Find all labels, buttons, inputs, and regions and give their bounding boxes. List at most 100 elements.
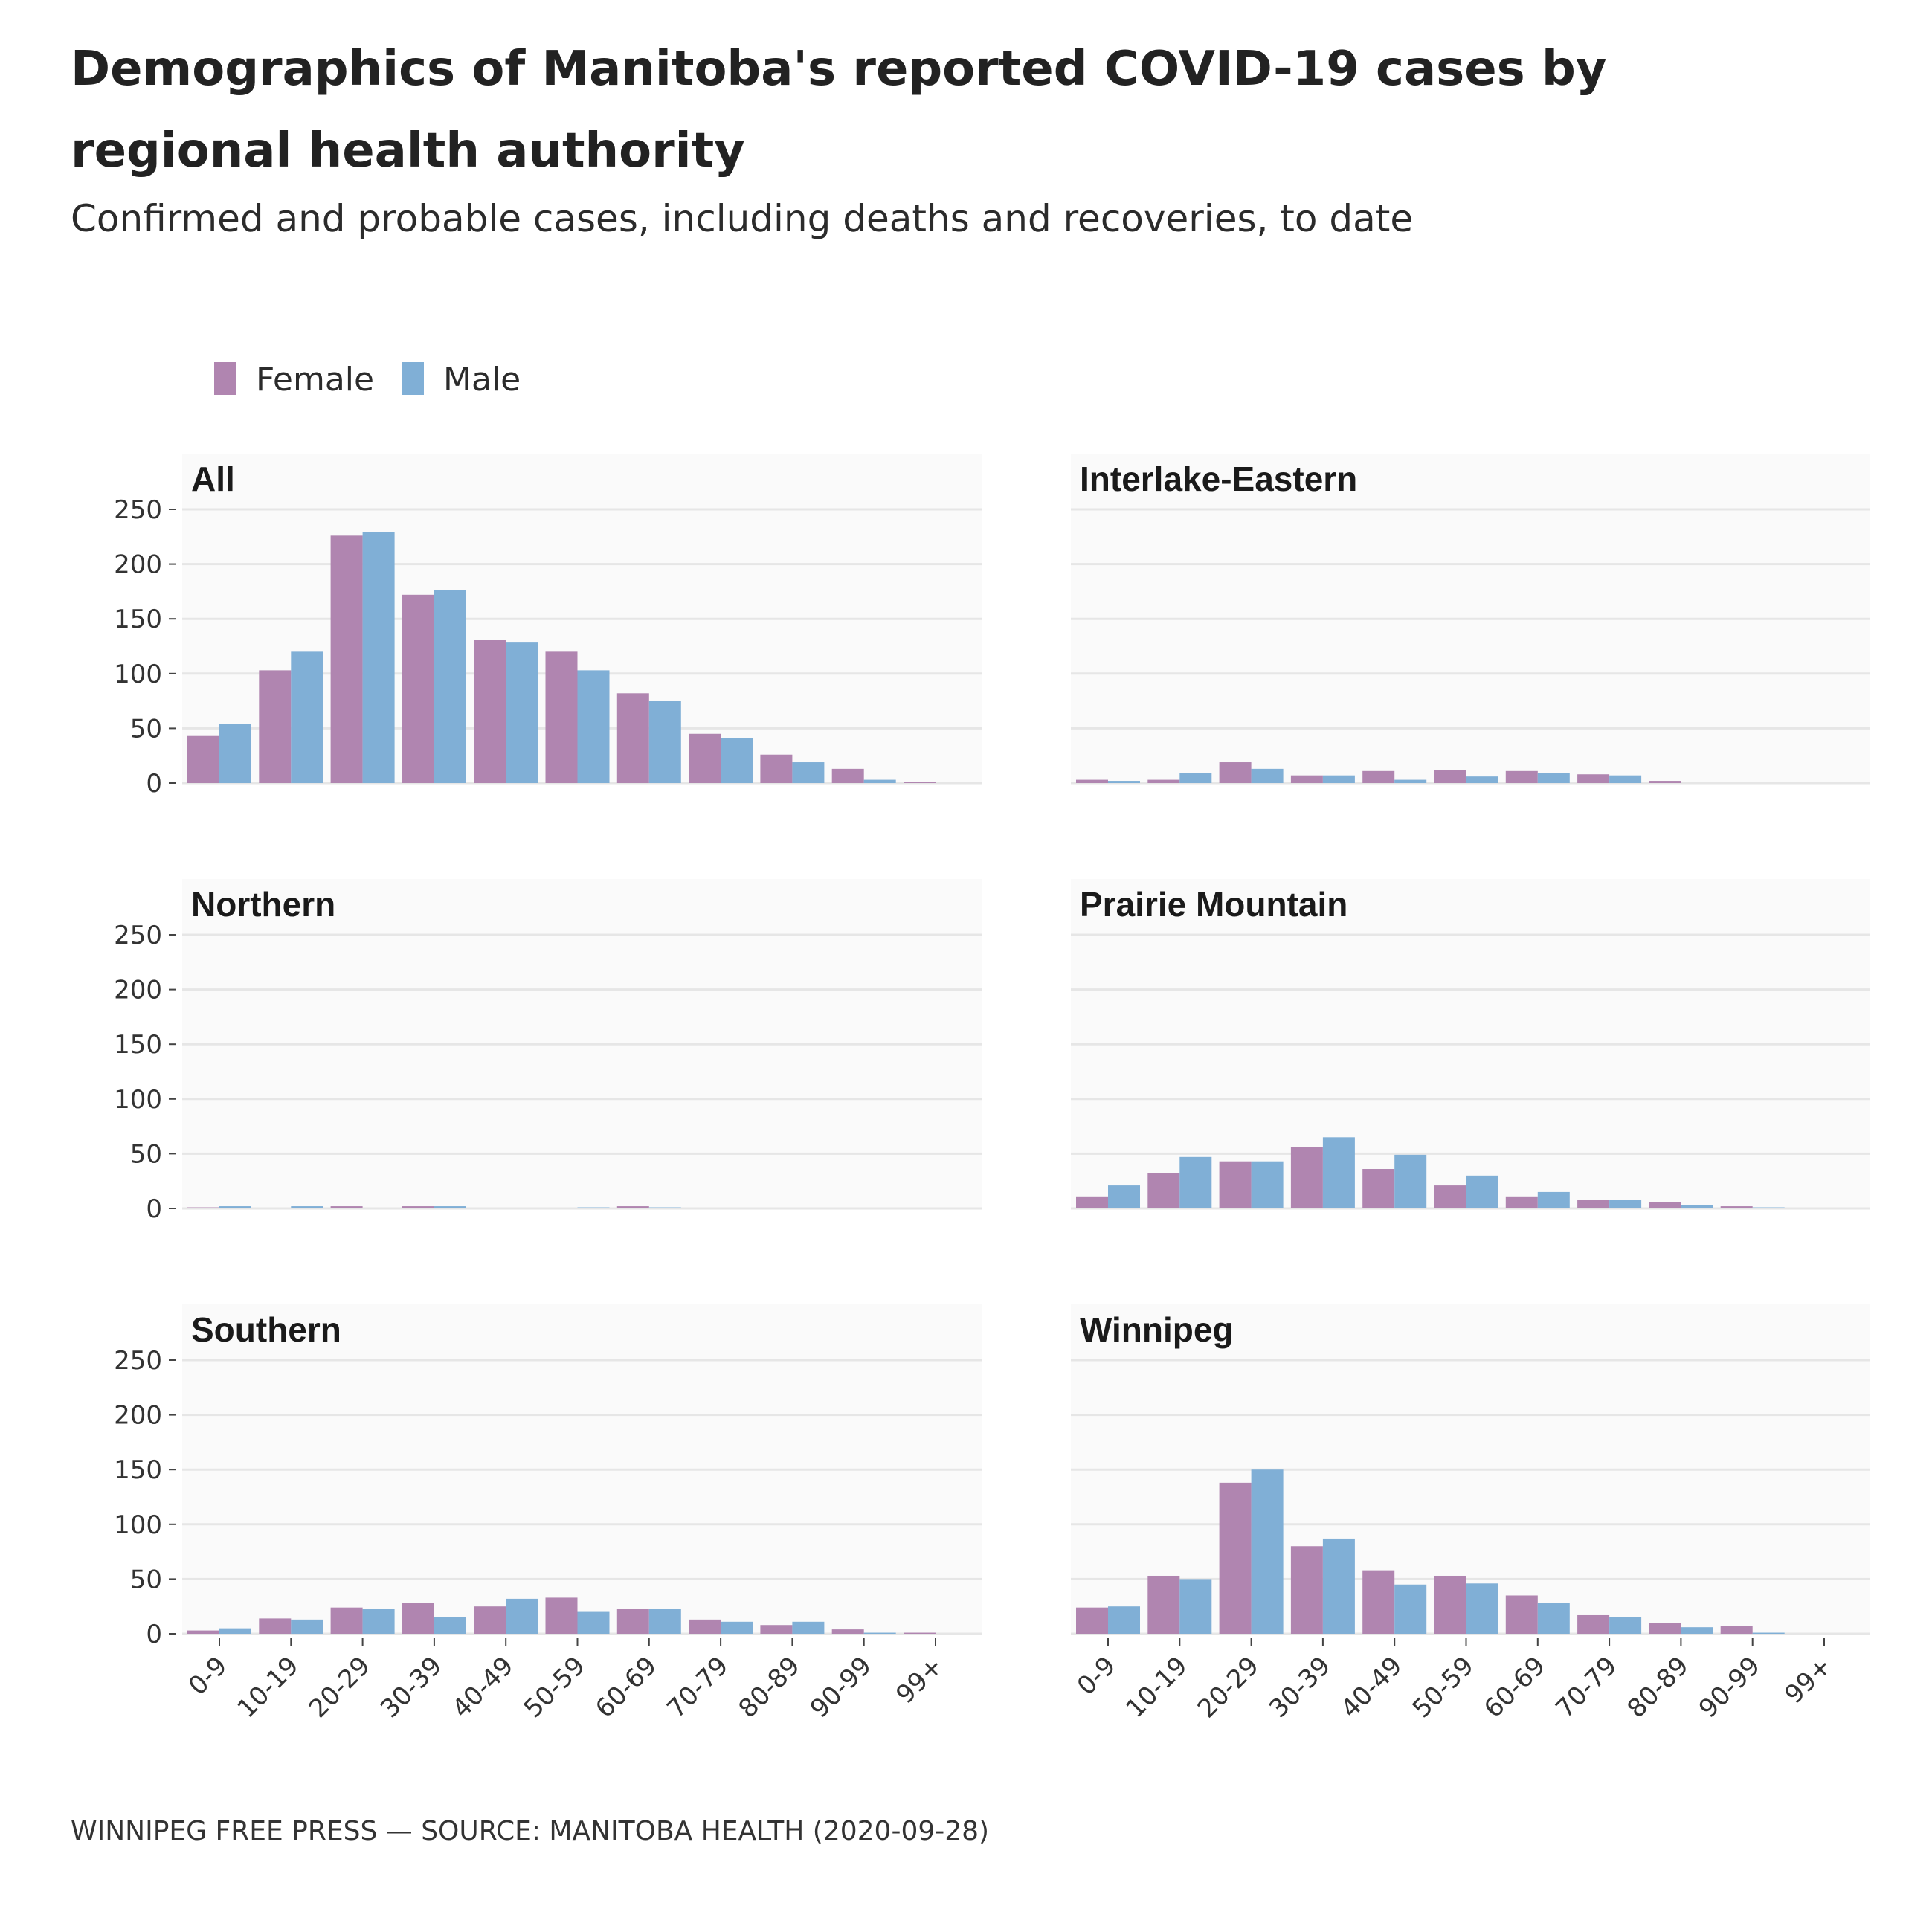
x-tick-label: 99+ <box>890 1651 949 1710</box>
bar-male-50-59 <box>577 670 610 783</box>
chart-title: Demographics of Manitoba's reported COVI… <box>71 42 1607 178</box>
y-tick-label: 200 <box>114 550 162 580</box>
x-tick-label: 20-29 <box>303 1651 376 1724</box>
bar-female-80-89 <box>760 1625 793 1634</box>
bar-female-50-59 <box>1434 770 1466 783</box>
bar-female-99plus <box>904 782 936 783</box>
x-tick-label: 80-89 <box>733 1651 806 1724</box>
bar-male-40-49 <box>1394 1584 1427 1634</box>
bar-male-0-9 <box>1108 1185 1140 1208</box>
bar-female-70-79 <box>1577 1200 1610 1208</box>
bar-female-60-69 <box>1505 1595 1538 1634</box>
x-tick-label: 50-59 <box>1407 1651 1480 1724</box>
x-tick-label: 10-19 <box>1121 1651 1194 1724</box>
y-tick-label: 50 <box>130 1139 162 1169</box>
bar-male-30-39 <box>1322 1137 1355 1208</box>
panel-title: All <box>191 460 235 498</box>
bar-male-50-59 <box>577 1611 610 1634</box>
bar-male-70-79 <box>1609 775 1642 783</box>
x-tick-label: 20-29 <box>1192 1651 1265 1724</box>
x-tick-label: 0-9 <box>1072 1651 1122 1701</box>
bar-female-50-59 <box>1434 1575 1466 1634</box>
bar-male-30-39 <box>434 1206 466 1208</box>
y-tick-label: 100 <box>114 1085 162 1115</box>
bar-female-30-39 <box>402 594 434 783</box>
bar-male-10-19 <box>291 1619 323 1634</box>
bar-female-80-89 <box>1649 781 1681 783</box>
legend-swatch-male <box>402 362 424 395</box>
bar-female-40-49 <box>474 640 506 783</box>
panel-prairie-mountain: Prairie Mountain <box>1071 879 1870 1210</box>
bar-female-0-9 <box>187 1630 219 1634</box>
bar-male-0-9 <box>219 724 251 783</box>
bar-male-70-79 <box>1609 1617 1642 1634</box>
panel-title: Prairie Mountain <box>1080 885 1347 924</box>
y-tick-label: 250 <box>114 921 162 950</box>
y-tick-label: 150 <box>114 1030 162 1060</box>
x-tick-label: 50-59 <box>518 1651 591 1724</box>
bar-female-20-29 <box>330 1607 363 1634</box>
bar-female-70-79 <box>689 733 721 783</box>
bar-female-90-99 <box>1720 1206 1753 1208</box>
bar-female-50-59 <box>545 1597 578 1634</box>
bar-female-0-9 <box>1076 1196 1108 1208</box>
bar-female-40-49 <box>474 1606 506 1634</box>
bar-male-40-49 <box>506 1598 538 1634</box>
bar-male-30-39 <box>1322 775 1355 783</box>
bar-male-30-39 <box>1322 1538 1355 1634</box>
bar-female-60-69 <box>616 1609 649 1634</box>
source-credit: WINNIPEG FREE PRESS — SOURCE: MANITOBA H… <box>71 1816 990 1846</box>
x-tick-label: 99+ <box>1779 1651 1838 1710</box>
y-tick-label: 250 <box>114 1346 162 1376</box>
bar-male-40-49 <box>506 642 538 783</box>
legend-label-female: Female <box>256 361 374 399</box>
y-tick-label: 100 <box>114 1510 162 1540</box>
bar-male-50-59 <box>1466 1175 1498 1208</box>
bar-female-99plus <box>904 1632 936 1634</box>
bar-female-60-69 <box>616 1206 649 1208</box>
chart-subtitle: Confirmed and probable cases, including … <box>71 197 1414 240</box>
bar-male-30-39 <box>434 1617 466 1634</box>
bar-male-70-79 <box>721 1621 753 1634</box>
bar-female-40-49 <box>1362 770 1395 783</box>
bar-female-30-39 <box>402 1206 434 1208</box>
bar-female-10-19 <box>1147 1575 1180 1634</box>
bar-male-0-9 <box>1108 1606 1140 1634</box>
bar-female-0-9 <box>1076 1607 1108 1634</box>
x-tick-label: 30-39 <box>1263 1651 1336 1724</box>
y-tick-label: 100 <box>114 660 162 689</box>
legend-label-male: Male <box>443 361 521 399</box>
bar-male-60-69 <box>1537 773 1570 783</box>
bar-female-0-9 <box>187 735 219 783</box>
panel-title: Northern <box>191 885 335 924</box>
bar-male-90-99 <box>1752 1632 1785 1634</box>
bar-female-10-19 <box>1147 779 1180 783</box>
bar-female-70-79 <box>689 1619 721 1634</box>
y-tick-label: 0 <box>146 769 162 799</box>
bar-male-80-89 <box>1681 1627 1713 1634</box>
bar-male-20-29 <box>1251 768 1284 783</box>
bar-female-60-69 <box>1505 770 1538 783</box>
bar-female-30-39 <box>402 1603 434 1634</box>
bar-male-30-39 <box>434 590 466 783</box>
bar-male-50-59 <box>1466 1583 1498 1634</box>
panel-all: 0 50 100 150 200 250 All <box>114 454 982 799</box>
bar-female-10-19 <box>259 1618 292 1634</box>
y-tick-label: 50 <box>130 1565 162 1594</box>
panel-title: Interlake-Eastern <box>1080 460 1357 498</box>
bar-female-0-9 <box>1076 779 1108 783</box>
bar-male-50-59 <box>1466 776 1498 783</box>
bar-female-90-99 <box>831 768 864 783</box>
x-tick-label: 60-69 <box>1478 1651 1551 1724</box>
bar-female-20-29 <box>1219 1161 1252 1208</box>
x-tick-label: 70-79 <box>661 1651 734 1724</box>
bar-male-20-29 <box>1251 1161 1284 1208</box>
bar-female-50-59 <box>545 651 578 783</box>
y-tick-label: 0 <box>146 1194 162 1224</box>
x-tick-label: 40-49 <box>1335 1651 1408 1724</box>
bar-female-80-89 <box>760 754 793 783</box>
y-tick-label: 200 <box>114 1401 162 1431</box>
panel-title: Winnipeg <box>1080 1310 1234 1349</box>
bar-male-70-79 <box>1609 1200 1642 1208</box>
bar-female-10-19 <box>1147 1173 1180 1208</box>
